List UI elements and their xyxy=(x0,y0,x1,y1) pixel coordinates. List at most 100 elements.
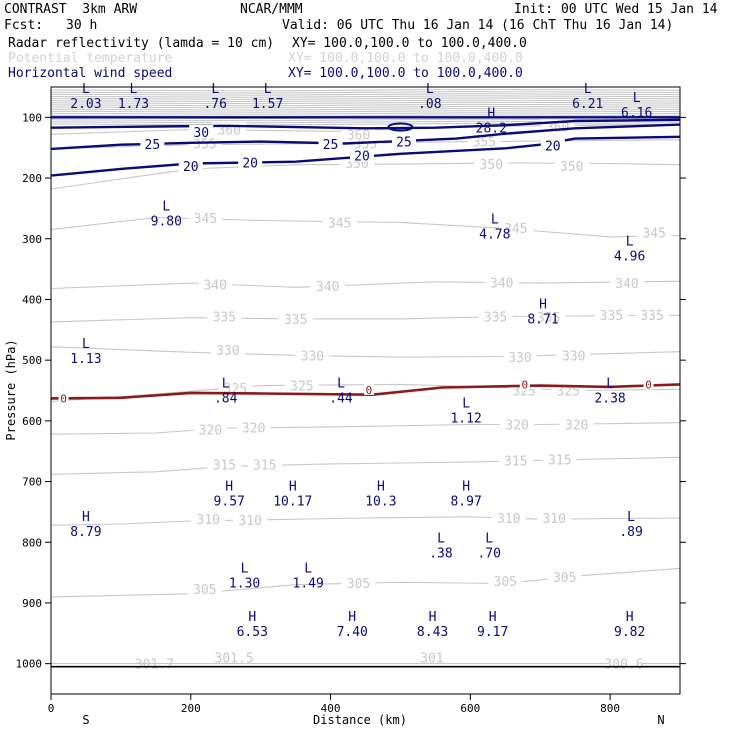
field-theta-name: Potential temperature xyxy=(8,51,173,66)
y-tick-label: 500 xyxy=(22,354,42,367)
extremum-high-marker: H xyxy=(377,480,385,495)
extremum-low-marker: L xyxy=(491,213,499,228)
reflectivity-label-bg xyxy=(363,383,374,395)
theta-label-bg xyxy=(491,510,526,524)
theta-label-bg xyxy=(637,225,672,239)
theta-upper-contour xyxy=(51,110,680,113)
extremum-value: 4.96 xyxy=(614,249,645,264)
y-tick-label: 400 xyxy=(22,293,42,306)
wind-label-bg xyxy=(391,134,416,148)
wind-label-20: 20 xyxy=(545,139,561,154)
theta-upper-contour xyxy=(51,93,680,96)
theta-label-bg xyxy=(341,127,376,141)
theta-upper-contour xyxy=(51,105,680,109)
theta-label-bg xyxy=(500,417,535,431)
theta-upper-contour xyxy=(51,101,680,105)
theta-label-bg xyxy=(609,276,644,290)
theta-label-bg xyxy=(635,308,670,322)
theta-upper-contour xyxy=(51,95,680,98)
theta-label-bg xyxy=(218,381,253,395)
theta-label-325: 325 xyxy=(512,385,535,400)
theta-label-305: 305 xyxy=(553,571,576,586)
theta-label-320: 320 xyxy=(565,418,588,433)
theta-upper-contour xyxy=(51,107,680,111)
wind-label-25: 25 xyxy=(396,136,412,151)
theta-label-330: 330 xyxy=(216,344,239,359)
theta-label-bg xyxy=(498,220,533,234)
theta-label-325: 325 xyxy=(556,385,579,400)
extremum-low-marker: L xyxy=(626,234,634,249)
extremum-high-marker: H xyxy=(225,480,233,495)
field-reflectivity-xy: XY= 100.0,100.0 to 100.0,400.0 xyxy=(292,36,527,51)
reflectivity-label-0: 0 xyxy=(366,384,373,397)
theta-upper-contour xyxy=(51,112,680,115)
north-end-label: N xyxy=(657,713,664,727)
extremum-low-marker: L xyxy=(584,82,592,97)
extremum-low-marker: L xyxy=(633,91,641,106)
center-name: NCAR/MMM xyxy=(240,2,303,17)
theta-upper-contour xyxy=(51,88,680,92)
theta-label-bg xyxy=(207,457,242,471)
reflectivity-label-0: 0 xyxy=(522,378,529,391)
extremum-low-marker: L xyxy=(304,562,312,577)
extremum-high-marker: H xyxy=(539,298,547,313)
theta-label-360: 360 xyxy=(347,128,370,143)
x-tick-label: 200 xyxy=(181,702,201,715)
extremum-high-marker: H xyxy=(462,480,470,495)
theta-label-bg xyxy=(284,378,319,392)
extremum-low-marker: L xyxy=(606,377,614,392)
theta-label-340: 340 xyxy=(615,277,638,292)
extremum-high-marker: H xyxy=(289,480,297,495)
theta-label-340: 340 xyxy=(316,280,339,295)
theta-label-bg xyxy=(191,512,226,526)
theta-label-325: 325 xyxy=(290,380,313,395)
extremum-value: 9.17 xyxy=(477,625,508,640)
theta-label-305: 305 xyxy=(494,575,517,590)
wind-label-20: 20 xyxy=(183,160,199,175)
theta-label-345: 345 xyxy=(642,227,665,242)
extremum-low-marker: L xyxy=(162,199,170,214)
theta-label-335: 335 xyxy=(600,309,623,324)
theta-contour-310 xyxy=(51,516,680,526)
extremum-value: 9.82 xyxy=(614,625,645,640)
extremum-high-marker: H xyxy=(348,610,356,625)
theta-label-bg xyxy=(210,342,245,356)
theta-label-345: 345 xyxy=(504,222,527,237)
field-theta-xy: XY= 100.0,100.0 to 100.0,400.0 xyxy=(288,51,523,66)
theta-upper-contour xyxy=(51,122,680,126)
wind-label-25: 25 xyxy=(145,138,161,153)
theta-label-bg xyxy=(554,158,589,172)
field-reflectivity-name: Radar reflectivity (lamda = 10 cm) xyxy=(8,36,275,51)
theta-label-320: 320 xyxy=(199,423,222,438)
wind-contour-30 xyxy=(51,118,680,130)
south-end-label: S xyxy=(82,713,89,727)
theta-label-bg xyxy=(236,420,271,434)
y-tick-label: 900 xyxy=(22,597,42,610)
extremum-value: .70 xyxy=(477,546,500,561)
model-title: CONTRAST 3km ARW xyxy=(4,2,138,17)
extremum-value: .89 xyxy=(619,525,642,540)
extremum-value: 1.12 xyxy=(450,412,481,427)
theta-contour-360 xyxy=(51,124,680,135)
theta-label-bg xyxy=(341,575,376,589)
theta-label-335: 335 xyxy=(284,313,307,328)
theta-label-345: 345 xyxy=(328,216,351,231)
theta-label-bg xyxy=(322,215,357,229)
field-wind-xy: XY= 100.0,100.0 to 100.0,400.0 xyxy=(288,66,523,81)
extremum-low-marker: L xyxy=(211,82,219,97)
extremum-value: 6.21 xyxy=(572,97,603,112)
extremum-value: 1.57 xyxy=(252,97,283,112)
theta-label-350: 350 xyxy=(480,158,503,173)
theta-label-320: 320 xyxy=(242,422,265,437)
extremum-value: 9.57 xyxy=(214,495,245,510)
theta-label-bg xyxy=(547,569,582,583)
wind-label-25: 25 xyxy=(323,138,339,153)
theta-upper-contour xyxy=(51,99,680,103)
extremum-value: 1.13 xyxy=(70,352,101,367)
reflectivity-label-bg xyxy=(519,378,530,390)
theta-contour-320 xyxy=(51,422,680,435)
theta-upper-contour xyxy=(51,97,680,100)
reflectivity-label-0: 0 xyxy=(60,392,67,405)
forecast-hour: 30 h xyxy=(66,18,98,33)
extremum-value: 10.17 xyxy=(273,495,312,510)
